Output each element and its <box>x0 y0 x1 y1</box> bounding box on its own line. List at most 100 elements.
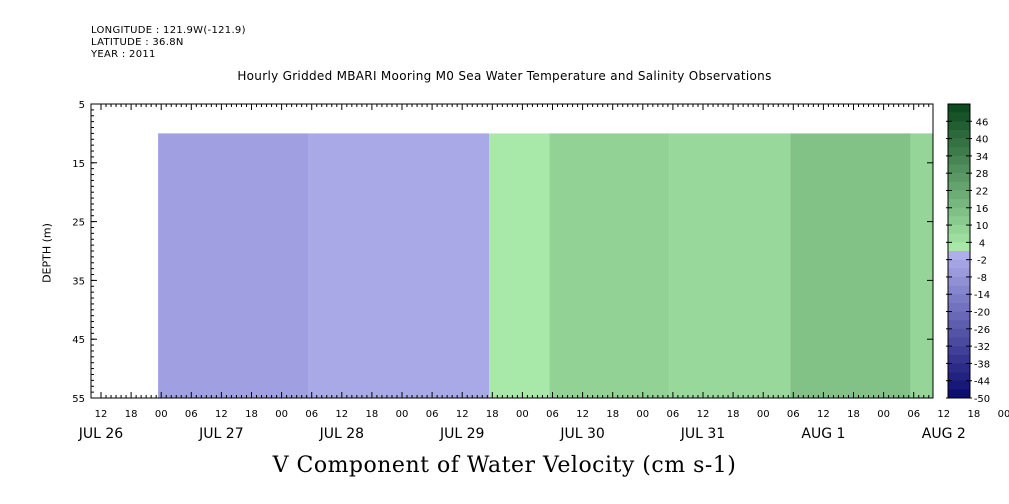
colorbar-swatch <box>948 199 970 209</box>
data-cell <box>669 133 791 398</box>
colorbar-label: 16 <box>976 204 989 215</box>
colorbar-swatch <box>948 259 970 269</box>
colorbar-swatch <box>948 147 970 157</box>
colorbar-swatch <box>948 190 970 200</box>
x-tick-label: 06 <box>305 409 318 420</box>
colorbar-label: 46 <box>976 117 989 128</box>
x-tick-label: 12 <box>817 409 830 420</box>
colorbar-swatch <box>948 173 970 183</box>
colorbar-swatch <box>948 121 970 131</box>
x-tick-label: 00 <box>998 409 1009 420</box>
data-cell <box>489 133 550 398</box>
data-cell <box>549 133 670 398</box>
colorbar-label: -32 <box>974 342 990 353</box>
x-day-label: JUL 29 <box>439 426 484 442</box>
x-day-label: JUL 26 <box>78 426 124 442</box>
x-tick-label: 18 <box>245 409 258 420</box>
colorbar-label: 10 <box>976 221 989 232</box>
colorbar-swatch <box>948 311 970 321</box>
x-tick-label: 12 <box>335 409 348 420</box>
x-tick-label: 06 <box>907 409 920 420</box>
y-tick-label: 25 <box>72 218 85 229</box>
x-day-label: JUL 27 <box>198 426 243 442</box>
colorbar-swatch <box>948 225 970 235</box>
colorbar-label: 22 <box>976 186 989 197</box>
x-day-label: AUG 1 <box>801 426 845 442</box>
colorbar-swatch <box>948 276 970 286</box>
x-tick-label: 00 <box>396 409 409 420</box>
colorbar-swatch <box>948 328 970 338</box>
data-cell <box>790 133 911 398</box>
colorbar-swatch <box>948 337 970 347</box>
colorbar-swatch <box>948 216 970 226</box>
x-tick-label: 18 <box>847 409 860 420</box>
colorbar-swatch <box>948 104 970 113</box>
x-tick-label: 12 <box>456 409 469 420</box>
x-tick-label: 18 <box>727 409 740 420</box>
x-tick-label: 00 <box>275 409 288 420</box>
data-cell <box>158 133 309 398</box>
x-tick-label: 12 <box>95 409 108 420</box>
colorbar-label: -20 <box>974 308 990 319</box>
colorbar-swatch <box>948 363 970 373</box>
y-tick-label: 5 <box>79 100 85 111</box>
colorbar-swatch <box>948 294 970 304</box>
colorbar-swatch <box>948 112 970 122</box>
colorbar-swatch <box>948 346 970 356</box>
x-tick-label: 06 <box>787 409 800 420</box>
colorbar-swatch <box>948 380 970 390</box>
x-day-label: JUL 31 <box>680 426 725 442</box>
x-tick-label: 12 <box>576 409 589 420</box>
colorbar-swatch <box>948 207 970 217</box>
x-tick-label: 12 <box>937 409 950 420</box>
x-tick-label: 00 <box>757 409 770 420</box>
x-tick-label: 06 <box>185 409 198 420</box>
x-tick-label: 06 <box>667 409 680 420</box>
year-label: YEAR : 2011 <box>91 49 156 60</box>
colorbar-label: 4 <box>979 238 985 249</box>
x-tick-label: 18 <box>606 409 619 420</box>
colorbar-swatch <box>948 155 970 165</box>
y-tick-label: 35 <box>72 276 85 287</box>
x-tick-label: 12 <box>215 409 228 420</box>
colorbar-swatch <box>948 285 970 295</box>
x-tick-label: 06 <box>426 409 439 420</box>
colorbar-swatch <box>948 233 970 243</box>
colorbar-label: -14 <box>974 290 990 301</box>
y-tick-label: 45 <box>72 335 85 346</box>
colorbar-swatch <box>948 268 970 278</box>
colorbar-label: 40 <box>976 135 989 146</box>
colorbar-swatch <box>948 389 970 399</box>
longitude-label: LONGITUDE : 121.9W(-121.9) <box>91 25 246 36</box>
data-cell <box>910 133 933 398</box>
colorbar-label: -50 <box>974 394 990 405</box>
colorbar-swatch <box>948 302 970 312</box>
colorbar-swatch <box>948 242 970 252</box>
x-tick-label: 00 <box>155 409 168 420</box>
colorbar-swatch <box>948 372 970 382</box>
x-tick-label: 00 <box>877 409 890 420</box>
x-tick-label: 18 <box>366 409 379 420</box>
colorbar-label: -8 <box>977 273 987 284</box>
colorbar-label: -26 <box>974 325 990 336</box>
data-cell <box>308 133 490 398</box>
colorbar-label: 28 <box>976 169 989 180</box>
chart-title: Hourly Gridded MBARI Mooring M0 Sea Wate… <box>237 69 772 83</box>
colorbar-swatch <box>948 129 970 139</box>
latitude-label: LATITUDE : 36.8N <box>91 37 184 48</box>
x-axis-label: V Component of Water Velocity (cm s-1) <box>272 453 737 478</box>
x-day-label: JUL 30 <box>559 426 604 442</box>
colorbar-label: -44 <box>974 377 990 388</box>
y-tick-label: 55 <box>72 394 85 405</box>
x-tick-label: 00 <box>636 409 649 420</box>
x-tick-label: 00 <box>516 409 529 420</box>
x-tick-label: 18 <box>486 409 499 420</box>
colorbar-swatch <box>948 164 970 174</box>
colorbar-frame <box>947 103 971 399</box>
x-tick-label: 06 <box>546 409 559 420</box>
colorbar-label: 34 <box>976 152 989 163</box>
x-day-label: AUG 2 <box>922 426 966 442</box>
x-tick-label: 12 <box>697 409 710 420</box>
colorbar-label: -2 <box>977 256 987 267</box>
